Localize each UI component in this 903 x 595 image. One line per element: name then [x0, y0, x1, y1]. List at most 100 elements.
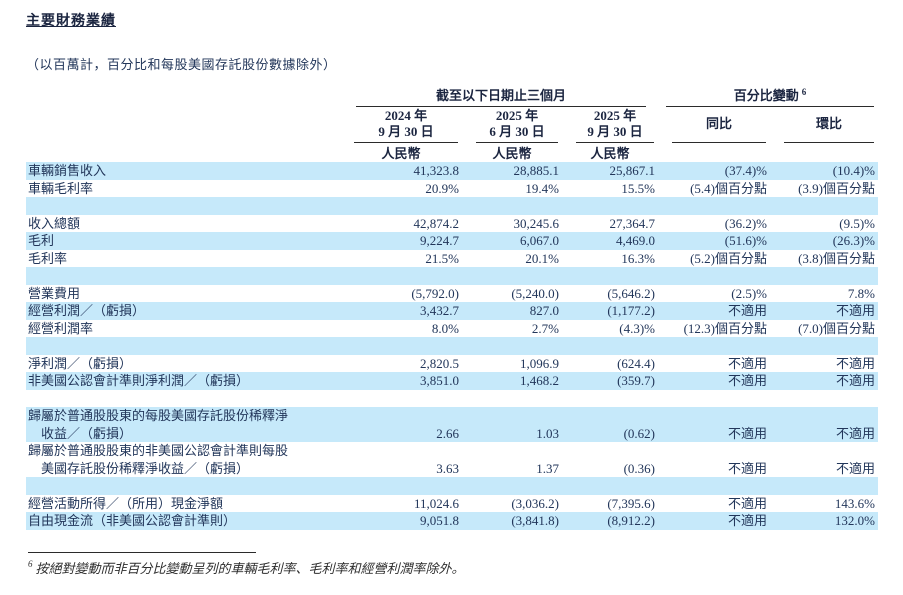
footnote-ref-superscript: 6	[801, 86, 807, 97]
cell-value: 28,885.1	[462, 162, 562, 180]
cell-value: 3,432.7	[340, 302, 462, 320]
row-label: 歸屬於普通股股東的每股美國存託股份稀釋淨 收益／（虧損）	[26, 407, 340, 442]
currency-label-rmb: 人民幣	[590, 146, 630, 161]
table-header: 截至以下日期止三個月 百分比變動 6 2024 年 9 月 30 日 2025 年…	[26, 85, 878, 162]
cell-value: (1,177.2)	[562, 302, 658, 320]
cell-value: (10.4)%	[770, 162, 879, 180]
cell-value: 1,468.2	[462, 372, 562, 390]
spacer-row	[26, 267, 879, 285]
cell-value: (2.5)%	[658, 284, 770, 302]
table-row: 經營活動所得／（所用）現金淨額 11,024.6 (3,036.2) (7,395.6…	[26, 494, 879, 512]
empty-header-cell	[26, 143, 340, 162]
table-row: 經營利潤／（虧損） 3,432.7 827.0 (1,177.2) 不適用 不適用	[26, 302, 879, 320]
spacer-cell	[26, 267, 879, 285]
cell-value: (36.2)%	[658, 214, 770, 232]
empty-header-cell	[26, 107, 340, 143]
cell-value: 21.5%	[340, 249, 462, 267]
cell-value: 827.0	[462, 302, 562, 320]
footnote-separator-line	[28, 551, 256, 553]
cell-value: (0.62)	[562, 407, 658, 442]
cell-value: 不適用	[658, 372, 770, 390]
footnote-marker: 6	[28, 559, 33, 570]
cell-value: 8.0%	[340, 319, 462, 337]
cell-value: 9,224.7	[340, 232, 462, 250]
row-label: 車輛銷售收入	[26, 162, 340, 180]
group-header-pct-change: 百分比變動 6	[658, 85, 878, 107]
spacer-row	[26, 197, 879, 215]
cell-value: (7,395.6)	[562, 494, 658, 512]
empty-header-cell	[658, 143, 770, 162]
cell-value: 20.1%	[462, 249, 562, 267]
cell-value: 19.4%	[462, 179, 562, 197]
row-label: 收入總額	[26, 214, 340, 232]
empty-header-cell	[26, 85, 340, 107]
row-label: 經營活動所得／（所用）現金淨額	[26, 494, 340, 512]
cell-value: (624.4)	[562, 354, 658, 372]
financial-highlights-table: 截至以下日期止三個月 百分比變動 6 2024 年 9 月 30 日 2025 年…	[26, 85, 879, 530]
cell-value: 15.5%	[562, 179, 658, 197]
table-row: 經營利潤率 8.0% 2.7% (4.3)% (12.3)個百分點 (7.0)個百分點	[26, 319, 879, 337]
row-label: 自由現金流（非美國公認會計準則）	[26, 512, 340, 530]
row-label: 經營利潤／（虧損）	[26, 302, 340, 320]
footnote-text: 按絕對變動而非百分比變動呈列的車輛毛利率、毛利率和經營利潤率除外。	[35, 560, 465, 576]
table-row: 車輛銷售收入 41,323.8 28,885.1 25,867.1 (37.4)% (10…	[26, 162, 879, 180]
spacer-cell	[26, 389, 879, 407]
cell-value: (5,792.0)	[340, 284, 462, 302]
cell-value: 27,364.7	[562, 214, 658, 232]
cell-value: (5.4)個百分點	[658, 179, 770, 197]
cell-value: 11,024.6	[340, 494, 462, 512]
cell-value: 不適用	[658, 512, 770, 530]
cell-value: 不適用	[770, 302, 879, 320]
cell-value: 1.37	[462, 442, 562, 477]
cell-value: 1,096.9	[462, 354, 562, 372]
cell-value: 不適用	[770, 354, 879, 372]
cell-value: (3.8)個百分點	[770, 249, 879, 267]
cell-value: (9.5)%	[770, 214, 879, 232]
page-title: 主要財務業績	[26, 14, 116, 29]
cell-value: (51.6)%	[658, 232, 770, 250]
spacer-cell	[26, 477, 879, 495]
column-header-row: 2024 年 9 月 30 日 2025 年 6 月 30 日 2025 年 9…	[26, 107, 878, 143]
cell-value: (37.4)%	[658, 162, 770, 180]
spacer-cell	[26, 197, 879, 215]
cell-value: 2.66	[340, 407, 462, 442]
cell-value: 132.0%	[770, 512, 879, 530]
row-label: 毛利率	[26, 249, 340, 267]
spacer-row	[26, 389, 879, 407]
table-row: 淨利潤／（虧損） 2,820.5 1,096.9 (624.4) 不適用 不適用	[26, 354, 879, 372]
table-row: 歸屬於普通股股東的非美國公認會計準則每股 美國存託股份稀釋淨收益／（虧損） 3.6…	[26, 442, 879, 477]
table-row: 自由現金流（非美國公認會計準則） 9,051.8 (3,841.8) (8,912.2…	[26, 512, 879, 530]
table-row: 營業費用 (5,792.0) (5,240.0) (5,646.2) (2.5)% 7.8…	[26, 284, 879, 302]
cell-value: (26.3)%	[770, 232, 879, 250]
financial-report-page: 主要財務業績 （以百萬計，百分比和每股美國存託股份數據除外） 截至以下日期止三個…	[26, 14, 879, 576]
cell-value: 143.6%	[770, 494, 879, 512]
empty-header-cell	[770, 143, 878, 162]
row-label: 毛利	[26, 232, 340, 250]
cell-value: 1.03	[462, 407, 562, 442]
cell-value: (12.3)個百分點	[658, 319, 770, 337]
cell-value: (359.7)	[562, 372, 658, 390]
row-label: 歸屬於普通股股東的非美國公認會計準則每股 美國存託股份稀釋淨收益／（虧損）	[26, 442, 340, 477]
cell-value: 不適用	[658, 442, 770, 477]
spacer-cell	[26, 337, 879, 355]
table-row: 車輛毛利率 20.9% 19.4% 15.5% (5.4)個百分點 (3.9)個百分點	[26, 179, 879, 197]
cell-value: 2,820.5	[340, 354, 462, 372]
cell-value: 30,245.6	[462, 214, 562, 232]
cell-value: 4,469.0	[562, 232, 658, 250]
table-row: 歸屬於普通股股東的每股美國存託股份稀釋淨 收益／（虧損） 2.66 1.03 (0.6…	[26, 407, 879, 442]
group-header-pct-change-label: 百分比變動	[733, 88, 799, 103]
page-subtitle: （以百萬計，百分比和每股美國存託股份數據除外）	[26, 57, 337, 72]
cell-value: 2.7%	[462, 319, 562, 337]
currency-label-rmb: 人民幣	[381, 146, 421, 161]
cell-value: 不適用	[658, 302, 770, 320]
table-body: 車輛銷售收入 41,323.8 28,885.1 25,867.1 (37.4)% (10…	[26, 162, 879, 530]
table-row: 非美國公認會計準則淨利潤／（虧損） 3,851.0 1,468.2 (359.7) 不適…	[26, 372, 879, 390]
cell-value: (5.2)個百分點	[658, 249, 770, 267]
cell-value: 不適用	[770, 372, 879, 390]
cell-value: 41,323.8	[340, 162, 462, 180]
row-label: 營業費用	[26, 284, 340, 302]
spacer-row	[26, 337, 879, 355]
spacer-row	[26, 477, 879, 495]
cell-value: (0.36)	[562, 442, 658, 477]
table-row: 收入總額 42,874.2 30,245.6 27,364.7 (36.2)% (9.5)…	[26, 214, 879, 232]
